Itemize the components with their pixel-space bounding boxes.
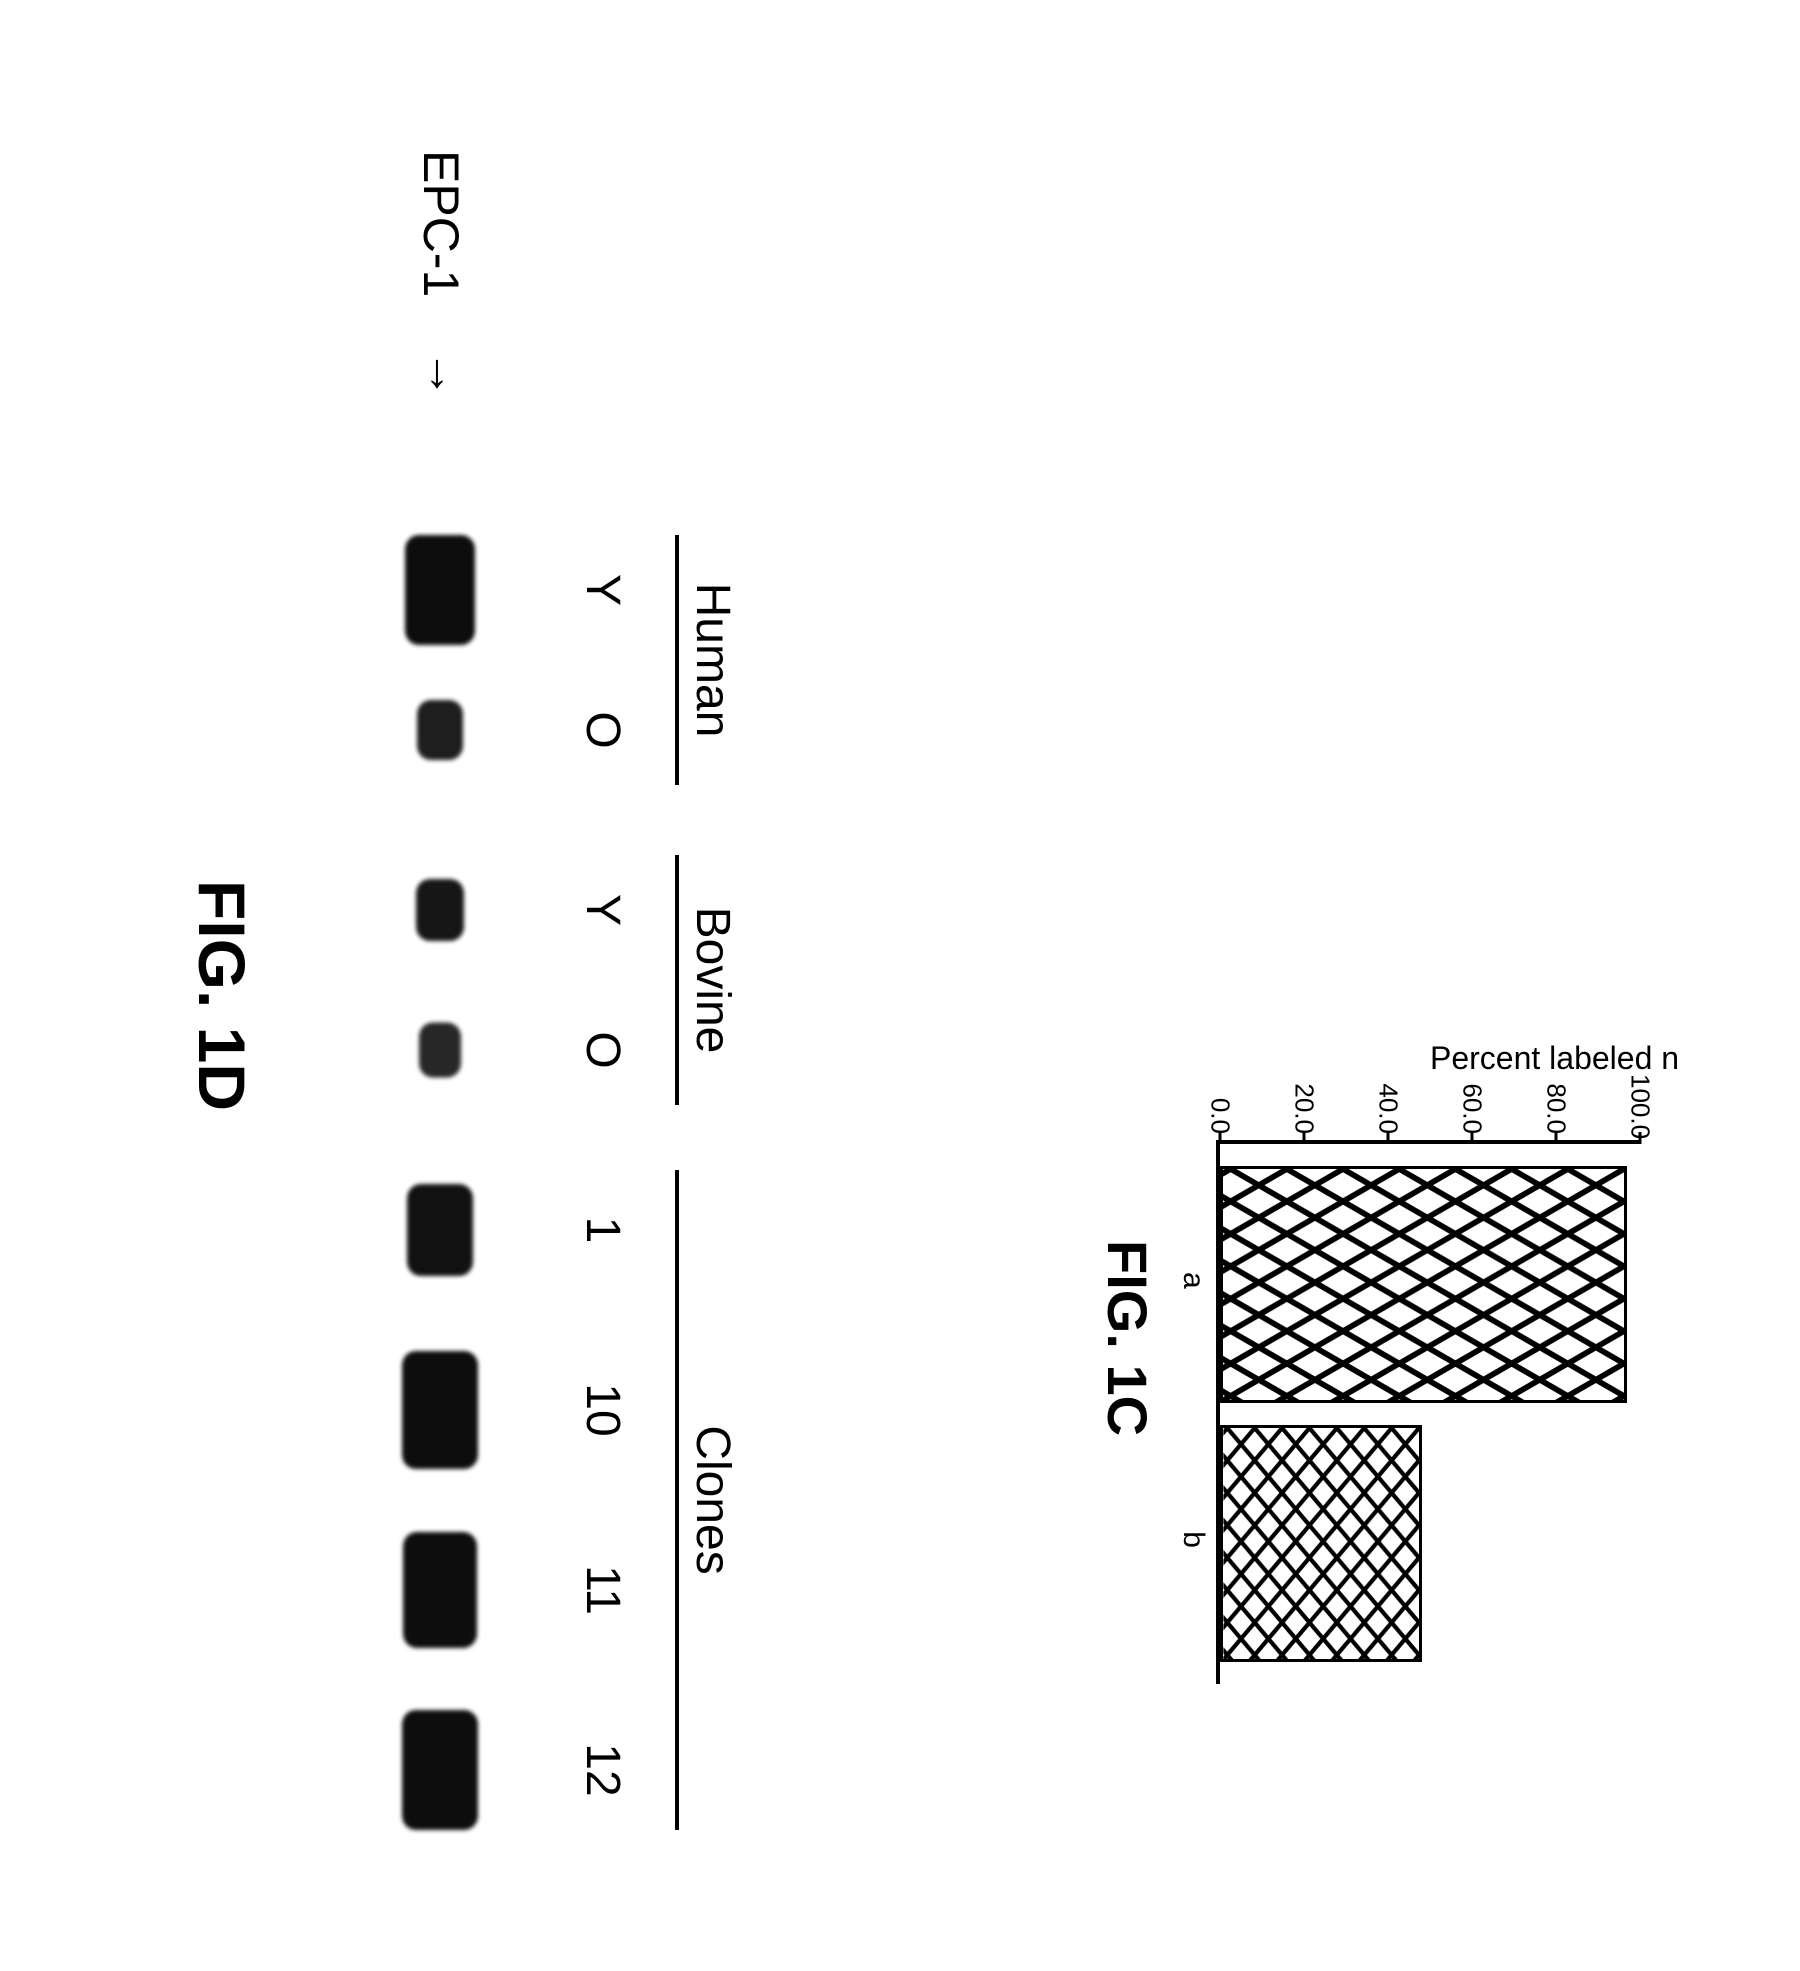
fig1c-ytick-mark <box>1303 1132 1306 1144</box>
fig1d-group-clones: Clones <box>675 1170 740 1830</box>
fig1d-lane-label: O <box>575 711 630 748</box>
fig1d-band <box>402 1710 478 1830</box>
fig1d-lane-label: 10 <box>575 1383 630 1436</box>
fig-1d: Human Bovine Clones Y O Y O 1 10 11 12 E… <box>100 120 800 1870</box>
fig1d-band <box>417 700 463 760</box>
fig1d-caption: FIG. 1D <box>184 880 260 1111</box>
fig1c-ytick-5: 100.0 <box>1625 1074 1656 1134</box>
fig1d-lane-label: Y <box>575 894 630 926</box>
fig1d-group-human: Human <box>675 535 740 785</box>
fig1d-lane-label: 12 <box>575 1743 630 1796</box>
fig1c-ytick-mark <box>1471 1132 1474 1144</box>
fig1c-ytick-mark <box>1639 1132 1642 1144</box>
fig1c-bar-b <box>1220 1425 1422 1663</box>
fig1d-band <box>407 1184 473 1276</box>
fig1c-ytick-0: 0.0 <box>1205 1074 1236 1134</box>
fig1c-ytick-1: 20.0 <box>1289 1074 1320 1134</box>
fig1d-lane-label: O <box>575 1031 630 1068</box>
fig1d-row-label: EPC-1 <box>412 150 470 297</box>
fig1d-band <box>402 1351 478 1469</box>
fig1d-band <box>416 879 464 941</box>
fig1c-ytick-3: 60.0 <box>1457 1074 1488 1134</box>
fig1d-band <box>405 535 475 645</box>
fig1d-band <box>403 1532 477 1648</box>
fig1c-ytick-2: 40.0 <box>1373 1074 1404 1134</box>
fig1d-lane-label: Y <box>575 574 630 606</box>
fig1d-lane-label: 1 <box>575 1217 630 1244</box>
arrow-right-icon: → <box>417 350 472 398</box>
fig1c-axes: 0.0 20.0 40.0 60.0 80.0 100.0 <box>1216 1140 1640 1684</box>
fig1c-ytick-mark <box>1555 1132 1558 1144</box>
fig1c-xcat-b: b <box>1176 1531 1210 1548</box>
fig1c-ytick-mark <box>1219 1132 1222 1144</box>
fig1c-ytick-mark <box>1387 1132 1390 1144</box>
fig1c-ylabel: Percent labeled n <box>1430 1040 1679 1077</box>
fig1d-band <box>419 1023 461 1078</box>
fig1c-caption: FIG. 1C <box>1095 1240 1160 1436</box>
fig1d-lane-label: 11 <box>575 1565 630 1615</box>
fig-1c: Percent labeled n 0.0 20.0 40.0 60.0 80.… <box>1040 980 1680 1740</box>
fig1d-group-bovine: Bovine <box>675 855 740 1105</box>
fig1c-ytick-4: 80.0 <box>1541 1074 1572 1134</box>
fig1c-bar-a <box>1220 1166 1627 1404</box>
fig1c-xcat-a: a <box>1176 1272 1210 1289</box>
